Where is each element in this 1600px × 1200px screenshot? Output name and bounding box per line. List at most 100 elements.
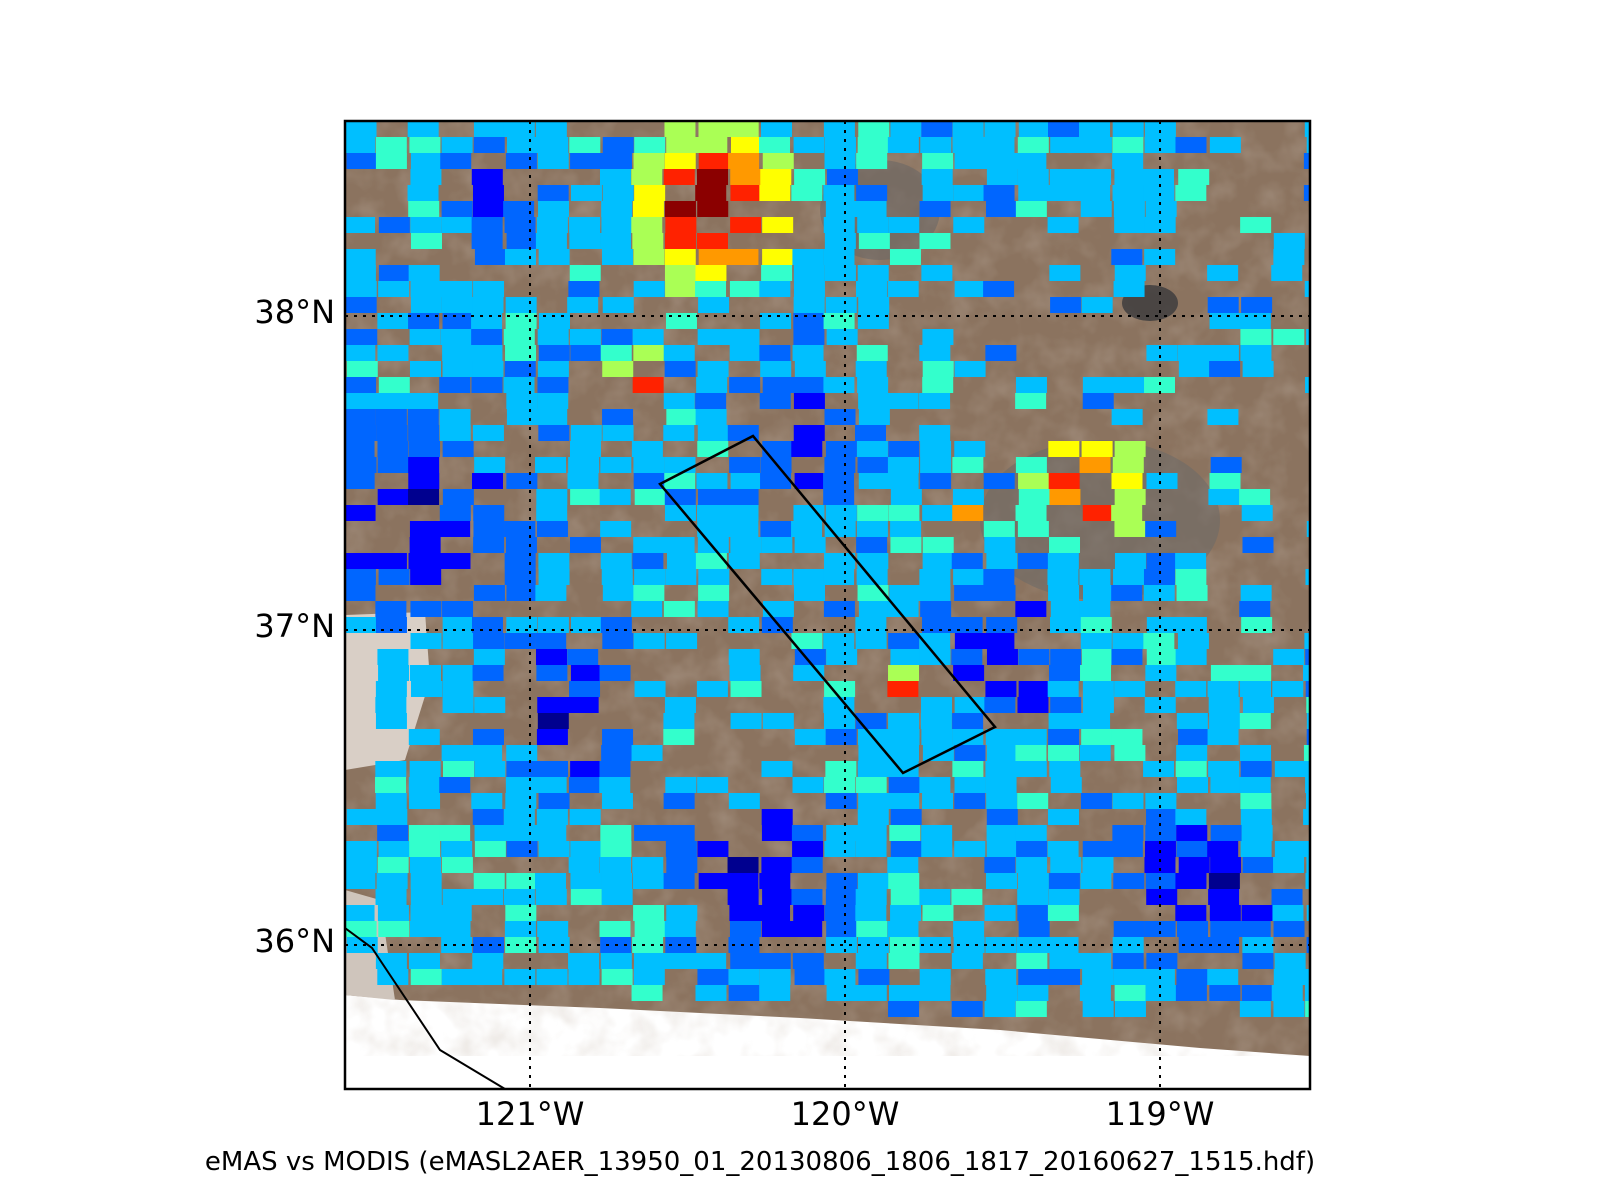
aod-pixel [537, 137, 569, 153]
aod-pixel [634, 569, 666, 585]
aod-pixel [890, 905, 922, 921]
aod-pixel [439, 825, 471, 841]
aod-pixel [887, 473, 919, 489]
aod-pixel [1082, 505, 1114, 521]
aod-pixel [858, 969, 890, 985]
aod-pixel [951, 953, 983, 969]
lon-label-119w: 119°W [1105, 1095, 1215, 1133]
aod-pixel [408, 425, 440, 441]
aod-pixel [634, 825, 666, 841]
aod-pixel [1048, 585, 1080, 601]
aod-pixel [1049, 265, 1081, 281]
aod-pixel [1273, 329, 1305, 345]
aod-pixel [855, 985, 887, 1001]
aod-pixel [536, 665, 568, 681]
aod-pixel [951, 553, 983, 569]
aod-pixel [761, 537, 793, 553]
aod-pixel [503, 889, 535, 905]
aod-pixel [1047, 905, 1079, 921]
aod-pixel [1114, 441, 1146, 457]
aod-pixel [1112, 121, 1144, 137]
aod-pixel [1113, 201, 1145, 217]
aod-pixel [698, 585, 730, 601]
aod-pixel [1082, 393, 1114, 409]
aod-pixel [1082, 969, 1114, 985]
aod-pixel [1175, 905, 1207, 921]
aod-pixel [983, 569, 1015, 585]
aod-pixel [472, 889, 504, 905]
aod-pixel [889, 249, 921, 265]
aod-pixel [1047, 681, 1079, 697]
aod-pixel [695, 265, 727, 281]
aod-pixel [953, 185, 985, 201]
aod-pixel [439, 921, 471, 937]
aod-pixel [1111, 649, 1143, 665]
aod-pixel [375, 409, 407, 425]
aod-pixel [760, 169, 792, 185]
aod-pixel [1079, 745, 1111, 761]
aod-pixel [1079, 985, 1111, 1001]
aod-pixel [985, 969, 1017, 985]
aod-pixel [1208, 873, 1240, 889]
aod-pixel [503, 121, 535, 137]
aod-pixel [506, 745, 538, 761]
aod-pixel [791, 185, 823, 201]
aod-pixel [793, 313, 825, 329]
aod-pixel [1239, 777, 1271, 793]
aod-pixel [983, 521, 1015, 537]
aod-pixel [600, 521, 632, 537]
aod-pixel [633, 281, 665, 297]
aod-pixel [1207, 265, 1239, 281]
aod-pixel [1239, 601, 1271, 617]
aod-pixel [1273, 857, 1305, 873]
aod-pixel [761, 809, 793, 825]
aod-pixel [791, 521, 823, 537]
aod-pixel [506, 393, 538, 409]
aod-pixel [887, 137, 919, 153]
aod-pixel [697, 361, 729, 377]
aod-pixel [730, 169, 762, 185]
aod-pixel [346, 329, 378, 345]
aod-pixel [823, 569, 855, 585]
aod-pixel [1080, 169, 1112, 185]
aod-pixel [954, 841, 986, 857]
aod-pixel [666, 137, 698, 153]
aod-pixel [759, 905, 791, 921]
aod-pixel [954, 697, 986, 713]
aod-pixel [1015, 745, 1047, 761]
aod-pixel [633, 153, 665, 169]
aod-pixel [536, 409, 568, 425]
aod-pixel [410, 169, 442, 185]
aod-pixel [408, 553, 440, 569]
aod-pixel [537, 361, 569, 377]
aod-pixel [666, 905, 698, 921]
aod-pixel [888, 729, 920, 745]
aod-pixel [922, 153, 954, 169]
aod-pixel [1018, 121, 1050, 137]
aod-pixel [826, 825, 858, 841]
aod-pixel [1016, 841, 1048, 857]
aod-pixel [633, 585, 665, 601]
aod-pixel [794, 169, 826, 185]
aod-pixel [696, 681, 728, 697]
aod-pixel [1114, 985, 1146, 1001]
aod-pixel [442, 697, 474, 713]
aod-pixel [1082, 585, 1114, 601]
aod-pixel [919, 889, 951, 905]
aod-pixel [407, 393, 439, 409]
aod-pixel [410, 633, 442, 649]
aod-pixel [1081, 649, 1113, 665]
aod-pixel [665, 217, 697, 233]
aod-pixel [346, 937, 378, 953]
aod-pixel [1176, 745, 1208, 761]
aod-pixel [346, 809, 378, 825]
aod-pixel [697, 201, 729, 217]
aod-pixel [409, 329, 441, 345]
aod-pixel [375, 153, 407, 169]
aod-pixel [634, 137, 666, 153]
aod-pixel [727, 249, 759, 265]
aod-pixel [1210, 825, 1242, 841]
aod-pixel [986, 745, 1018, 761]
aod-pixel [663, 169, 695, 185]
aod-pixel [919, 649, 951, 665]
